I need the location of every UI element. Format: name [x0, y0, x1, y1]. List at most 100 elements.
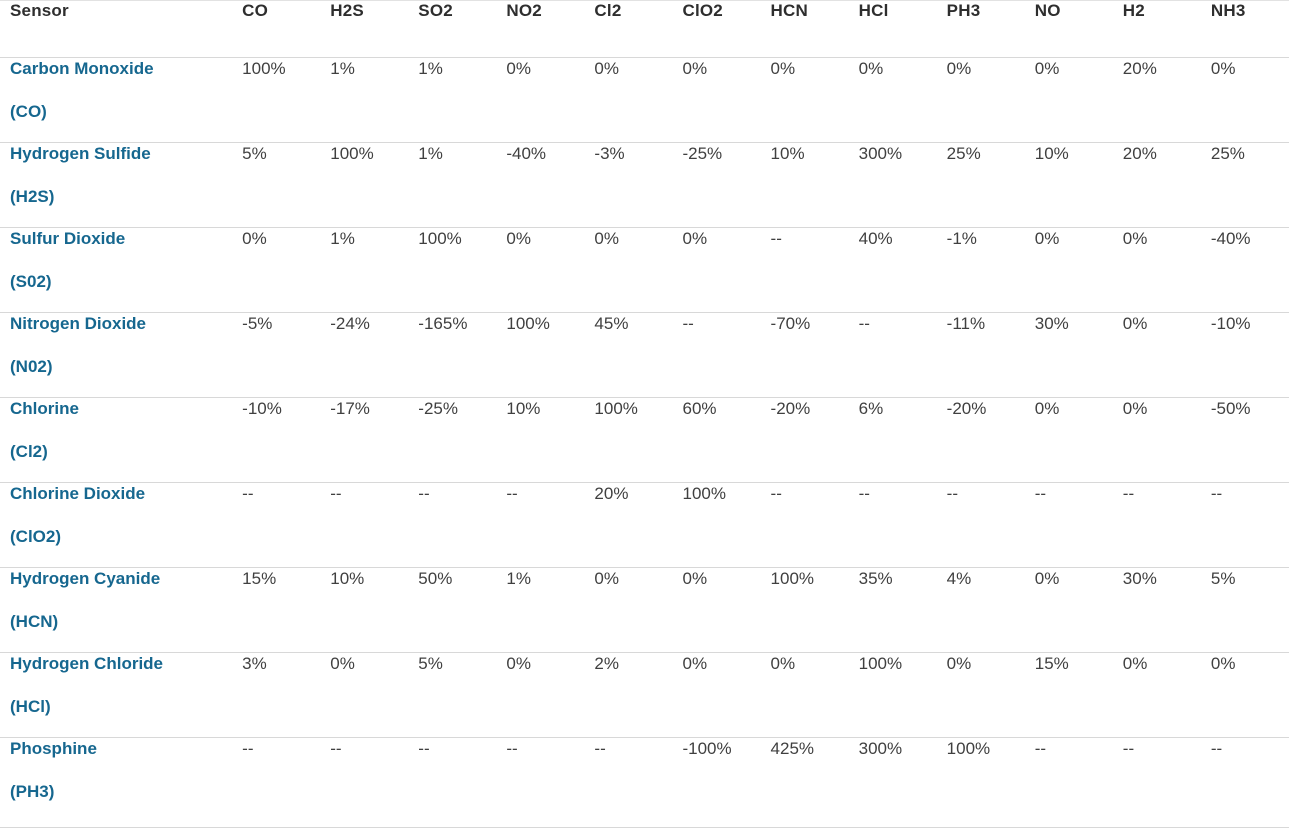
table-row: Hydrogen Cyanide (HCN) 15% 10% 50% 1% 0% 0% 100%… [0, 567, 1289, 653]
sensor-link[interactable]: Hydrogen Cyanide [10, 569, 161, 588]
sensitivity-value: 5% [232, 142, 321, 228]
sensitivity-value-text: 60% [682, 399, 717, 418]
sensor-link[interactable]: Hydrogen Chloride [10, 654, 164, 673]
sensor-formula[interactable]: (CO) [10, 102, 47, 121]
sensitivity-value: 5% [1200, 567, 1289, 653]
sensitivity-value: 100% [760, 567, 849, 653]
sensor-formula[interactable]: (Cl2) [10, 442, 48, 461]
sensitivity-value: 100% [496, 312, 585, 398]
sensor-formula[interactable]: (ClO2) [10, 527, 61, 546]
sensitivity-value-text: 100% [506, 314, 550, 333]
sensitivity-value-text: 1% [330, 229, 355, 248]
sensor-link[interactable]: Sulfur Dioxide [10, 229, 126, 248]
sensitivity-value: 30% [1112, 567, 1201, 653]
sensitivity-value-text: 0% [1034, 229, 1060, 248]
table-row: Nitrogen Dioxide (N02) -5% -24% -165% 100% 45%… [0, 312, 1289, 398]
sensitivity-value-text: 100% [946, 739, 991, 758]
sensor-link[interactable]: Nitrogen Dioxide [10, 314, 147, 333]
sensitivity-value-text: 100% [418, 229, 462, 248]
sensitivity-value: 1% [408, 142, 497, 228]
sensitivity-value-text: 0% [1122, 399, 1148, 418]
sensitivity-value: 100% [672, 482, 761, 568]
sensitivity-value-text: -- [858, 484, 870, 503]
sensitivity-value-text: 0% [330, 654, 355, 673]
table-row: Chlorine Dioxide (ClO2) -- -- -- -- 20% 100% -- -… [0, 482, 1289, 568]
sensitivity-value-text: -- [770, 484, 782, 503]
sensitivity-value: 50% [408, 567, 497, 653]
sensitivity-value-text: -25% [682, 144, 723, 163]
column-header-no2: NO2 [496, 0, 585, 58]
sensitivity-value: 45% [584, 312, 673, 398]
sensitivity-value-text: 0% [594, 229, 619, 248]
sensitivity-value-text: 0% [594, 569, 619, 588]
sensitivity-value: 100% [408, 227, 497, 313]
sensor-cell: Carbon Monoxide (CO) [0, 57, 233, 143]
sensitivity-value: 1% [320, 57, 409, 143]
sensitivity-value-text: 40% [858, 229, 893, 248]
sensitivity-value: -10% [232, 397, 321, 483]
sensitivity-value: 10% [320, 567, 409, 653]
sensitivity-value: -- [320, 737, 409, 828]
sensor-link[interactable]: Phosphine [10, 739, 97, 758]
sensitivity-value-text: 100% [330, 144, 374, 163]
sensitivity-value: 4% [936, 567, 1025, 653]
sensor-link[interactable]: Chlorine [10, 399, 79, 418]
sensitivity-value-text: 300% [858, 144, 903, 163]
column-header-sensor: Sensor [0, 0, 233, 58]
sensitivity-value-text: 0% [1122, 314, 1148, 333]
sensor-formula[interactable]: (H2S) [10, 187, 55, 206]
sensor-formula[interactable]: (S02) [10, 272, 52, 291]
sensitivity-value-text: -- [418, 484, 430, 503]
sensitivity-value: 30% [1024, 312, 1113, 398]
sensitivity-value-text: -- [330, 739, 342, 758]
sensitivity-value-text: -11% [946, 314, 986, 333]
sensitivity-value-text: -- [242, 739, 254, 758]
table-row: Phosphine (PH3) -- -- -- -- -- -100% 425% 300% 100… [0, 737, 1289, 828]
sensitivity-value-text: 0% [242, 229, 267, 248]
sensitivity-value: -- [1200, 482, 1289, 568]
column-header-ph3: PH3 [936, 0, 1025, 58]
sensitivity-value: 0% [1112, 312, 1201, 398]
sensitivity-value-text: -- [330, 484, 342, 503]
sensitivity-value: 15% [1024, 652, 1113, 738]
sensitivity-value-text: 5% [418, 654, 443, 673]
column-header-h2s: H2S [320, 0, 409, 58]
sensor-link[interactable]: Carbon Monoxide [10, 59, 154, 78]
sensitivity-value-text: 100% [682, 484, 726, 503]
sensitivity-value: -20% [936, 397, 1025, 483]
sensitivity-value-text: -40% [506, 144, 547, 163]
sensitivity-value: 6% [848, 397, 937, 483]
sensor-formula[interactable]: (HCN) [10, 612, 59, 631]
sensitivity-value-text: 25% [946, 144, 981, 163]
sensitivity-value: 0% [1112, 227, 1201, 313]
sensitivity-value-text: -24% [330, 314, 370, 333]
sensitivity-value-text: 0% [682, 59, 708, 78]
sensitivity-value-text: -5% [242, 314, 273, 333]
sensor-link[interactable]: Hydrogen Sulfide [10, 144, 151, 163]
sensitivity-value-text: 20% [1122, 59, 1157, 78]
sensitivity-value: 100% [232, 57, 321, 143]
sensor-link[interactable]: Chlorine Dioxide [10, 484, 146, 503]
sensitivity-value: 0% [848, 57, 937, 143]
sensitivity-value-text: 45% [594, 314, 629, 333]
sensitivity-value: 300% [848, 142, 937, 228]
sensitivity-value-text: 425% [770, 739, 815, 758]
sensitivity-value-text: 0% [682, 654, 708, 673]
sensor-formula[interactable]: (HCl) [10, 697, 51, 716]
sensitivity-value-text: 1% [330, 59, 355, 78]
sensitivity-value-text: 0% [1034, 399, 1060, 418]
sensitivity-value-text: 0% [506, 229, 531, 248]
sensitivity-value-text: 0% [946, 654, 972, 673]
sensitivity-value: -- [760, 482, 849, 568]
sensor-formula[interactable]: (N02) [10, 357, 53, 376]
sensitivity-value-text: 1% [418, 144, 443, 163]
sensitivity-value: -11% [936, 312, 1025, 398]
sensor-formula[interactable]: (PH3) [10, 782, 55, 801]
sensitivity-value: 0% [1024, 567, 1113, 653]
sensitivity-value-text: 25% [1210, 144, 1245, 163]
sensitivity-value: -100% [672, 737, 761, 828]
column-header-nh3: NH3 [1200, 0, 1289, 58]
sensitivity-value: 0% [760, 652, 849, 738]
sensitivity-value-text: 0% [770, 59, 796, 78]
